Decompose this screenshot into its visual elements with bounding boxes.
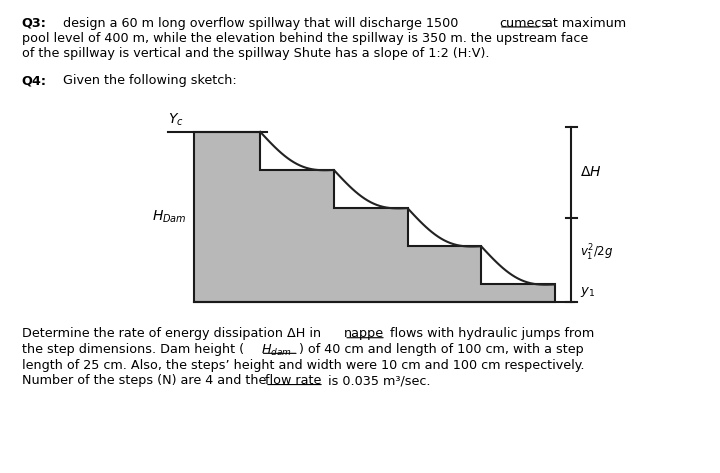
- Text: $Y_c$: $Y_c$: [168, 111, 184, 128]
- Text: Determine the rate of energy dissipation ΔH in: Determine the rate of energy dissipation…: [22, 327, 325, 340]
- Text: $\it{H}_{dam}$: $\it{H}_{dam}$: [261, 343, 292, 358]
- Text: length of 25 cm. Also, the steps’ height and width were 10 cm and 100 cm respect: length of 25 cm. Also, the steps’ height…: [22, 359, 584, 371]
- Polygon shape: [194, 132, 555, 302]
- Text: is 0.035 m³/sec.: is 0.035 m³/sec.: [324, 374, 431, 387]
- Text: Number of the steps (N) are 4 and the: Number of the steps (N) are 4 and the: [22, 374, 270, 387]
- Text: flow rate: flow rate: [265, 374, 321, 387]
- Text: $v_1^2/2g$: $v_1^2/2g$: [580, 243, 613, 263]
- Text: cumecs: cumecs: [499, 17, 548, 29]
- Text: Q3:: Q3:: [22, 17, 47, 29]
- Text: design a 60 m long overflow spillway that will discharge 1500: design a 60 m long overflow spillway tha…: [63, 17, 463, 29]
- Text: of the spillway is vertical and the spillway Shute has a slope of 1:2 (H:V).: of the spillway is vertical and the spil…: [22, 47, 489, 60]
- Text: pool level of 400 m, while the elevation behind the spillway is 350 m. the upstr: pool level of 400 m, while the elevation…: [22, 32, 588, 44]
- Text: at maximum: at maximum: [541, 17, 626, 29]
- Text: $\Delta H$: $\Delta H$: [580, 166, 602, 179]
- Text: $H_{Dam}$: $H_{Dam}$: [152, 209, 186, 225]
- Text: nappe: nappe: [344, 327, 384, 340]
- Text: $y_1$: $y_1$: [580, 285, 595, 299]
- Text: Given the following sketch:: Given the following sketch:: [63, 74, 237, 87]
- Text: the step dimensions. Dam height (: the step dimensions. Dam height (: [22, 343, 244, 356]
- Text: flows with hydraulic jumps from: flows with hydraulic jumps from: [386, 327, 594, 340]
- Text: ) of 40 cm and length of 100 cm, with a step: ) of 40 cm and length of 100 cm, with a …: [299, 343, 583, 356]
- Text: Q4:: Q4:: [22, 74, 47, 87]
